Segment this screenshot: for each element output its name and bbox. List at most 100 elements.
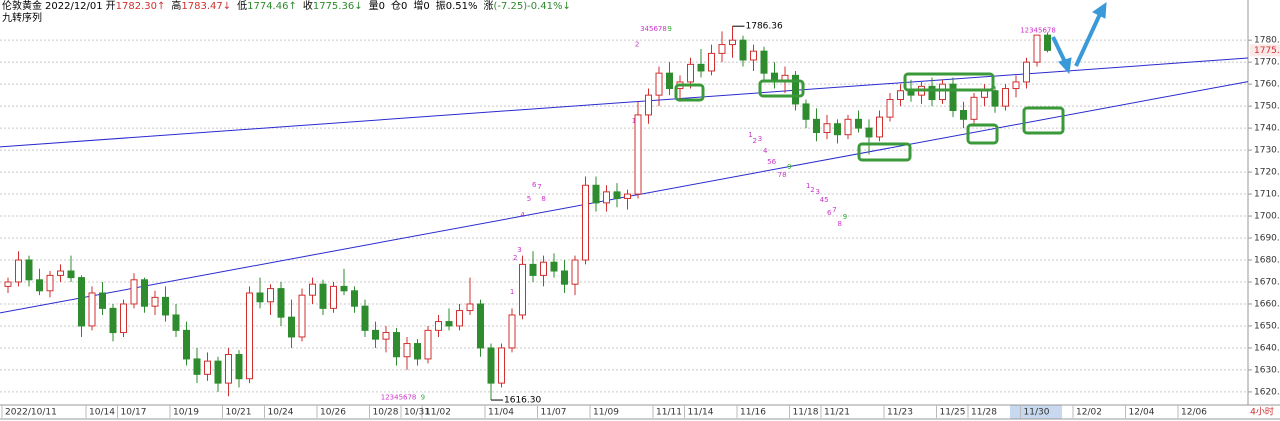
candle-body — [277, 288, 285, 318]
quote-item: 振0.51% — [436, 1, 481, 12]
sequence-digit: 345678 — [640, 25, 667, 33]
x-tick-label: 2022/10/11 — [5, 408, 57, 418]
y-tick-label: 1630.00 — [1254, 365, 1280, 375]
current-day-highlight — [1010, 405, 1062, 419]
candle-body — [183, 329, 190, 360]
candle-body — [708, 52, 715, 72]
sequence-digit: 9 — [667, 25, 671, 33]
candle-body — [445, 321, 453, 327]
x-tick-label: 11/23 — [887, 408, 913, 418]
candle-body — [351, 290, 358, 307]
y-tick-label: 1640.00 — [1254, 343, 1280, 353]
header-text: 0.51% — [445, 1, 478, 12]
x-tick-label: 11/18 — [793, 408, 819, 418]
header-text: 0 — [400, 1, 408, 12]
sequence-digit: 56 — [767, 158, 776, 166]
x-tick-label: 11/11 — [656, 408, 682, 418]
sequence-digit: 1 — [632, 117, 636, 125]
candle-body — [78, 277, 85, 327]
candle-body — [687, 63, 694, 83]
y-tick-label: 1720.00 — [1254, 168, 1280, 178]
candle-body — [162, 296, 169, 316]
y-tick-label: 1730.00 — [1254, 146, 1280, 156]
sequence-digit: 45 — [820, 196, 829, 204]
candle-body — [760, 50, 768, 74]
x-tick-label: 10/19 — [173, 408, 199, 418]
candle-body — [120, 303, 127, 334]
sequence-digit: 1 — [510, 288, 514, 296]
x-tick-label: 10/28 — [373, 408, 399, 418]
x-tick-label: 10/24 — [268, 408, 294, 418]
header-text: 1782.30↑ — [115, 1, 166, 12]
x-tick-label: 11/16 — [740, 408, 766, 418]
candle-body — [844, 118, 852, 136]
sequence-digit: 2 — [635, 41, 639, 49]
candle-body — [57, 270, 64, 276]
candle-body — [603, 191, 610, 204]
candle-body — [823, 123, 831, 134]
sequence-digit: 7 — [832, 206, 836, 214]
candle-body — [960, 110, 967, 120]
candle-body — [172, 314, 180, 331]
sequence-digit: 7 — [537, 183, 541, 191]
candle-body — [99, 292, 106, 309]
quote-header: 伦敦黄金 2022/12/01 开1782.30↑ 高1783.47↓ 低1774.46… — [2, 1, 577, 13]
candle-body — [246, 292, 253, 380]
header-text: 2022/12/01 — [45, 1, 103, 12]
highlight-box — [857, 142, 912, 162]
candle-body — [361, 305, 369, 331]
sequence-digit: 12345678 — [1020, 26, 1056, 34]
sequence-digit: 9 — [787, 163, 791, 171]
candle-body — [435, 321, 442, 331]
candle-body — [718, 44, 726, 54]
x-tick-label: 11/02 — [425, 408, 451, 418]
candle-body — [382, 332, 390, 340]
candle-body — [813, 118, 820, 134]
header-text: 量 — [368, 1, 379, 12]
candle-body — [309, 283, 316, 296]
highlight-box — [674, 83, 705, 102]
arrowhead — [1058, 57, 1072, 75]
x-tick-label: 11/04 — [488, 408, 514, 418]
sequence-digit: 5 — [527, 195, 531, 203]
price-label: 1786.36 — [746, 22, 783, 32]
sequence-digit: 4 — [520, 211, 525, 219]
period-label: 4小时 — [1250, 406, 1274, 418]
candle-body — [897, 90, 904, 101]
highlight-box — [1022, 106, 1065, 135]
sequence-digit: 12345678 — [381, 393, 417, 401]
sequence-digit: 2 — [513, 254, 517, 262]
header-text: 1783.47↓ — [181, 1, 232, 12]
sequence-digit: 4 — [763, 147, 768, 155]
x-tick-label: 10/26 — [320, 408, 346, 418]
candle-body — [886, 99, 894, 118]
sequence-digit: 6 — [827, 209, 832, 217]
candle-body — [970, 96, 978, 120]
price-label: 1616.30 — [504, 396, 541, 406]
header-text: 涨 — [483, 1, 494, 12]
candle-body — [88, 292, 96, 327]
candle-body — [256, 292, 264, 303]
quote-item: 涨(-7.25)-0.41%↓ — [483, 1, 573, 12]
candle-body — [372, 329, 379, 340]
y-tick-label: 1660.00 — [1254, 299, 1280, 309]
candle-body — [466, 303, 474, 312]
current-price: 1775.36 — [1254, 46, 1280, 56]
y-tick-label: 1760.00 — [1254, 80, 1280, 90]
quote-item: 低1774.46↑ — [237, 1, 300, 12]
y-tick-label: 1680.00 — [1254, 256, 1280, 266]
x-tick-label: 11/21 — [824, 408, 850, 418]
sequence-digit: 3 — [758, 135, 762, 143]
header-text: 增 — [413, 1, 424, 12]
x-tick-label: 11/25 — [940, 408, 966, 418]
x-tick-label: 10/21 — [226, 408, 252, 418]
x-tick-label: 11/28 — [971, 408, 997, 418]
candle-body — [634, 114, 642, 195]
x-tick-label: 11/07 — [541, 408, 567, 418]
y-tick-label: 1780.00 — [1254, 36, 1280, 46]
candle-body — [529, 263, 537, 276]
trend-line — [0, 57, 1249, 148]
sequence-digit: 2 — [752, 137, 756, 145]
candle-body — [330, 285, 337, 309]
sequence-digit: 9 — [421, 393, 425, 401]
